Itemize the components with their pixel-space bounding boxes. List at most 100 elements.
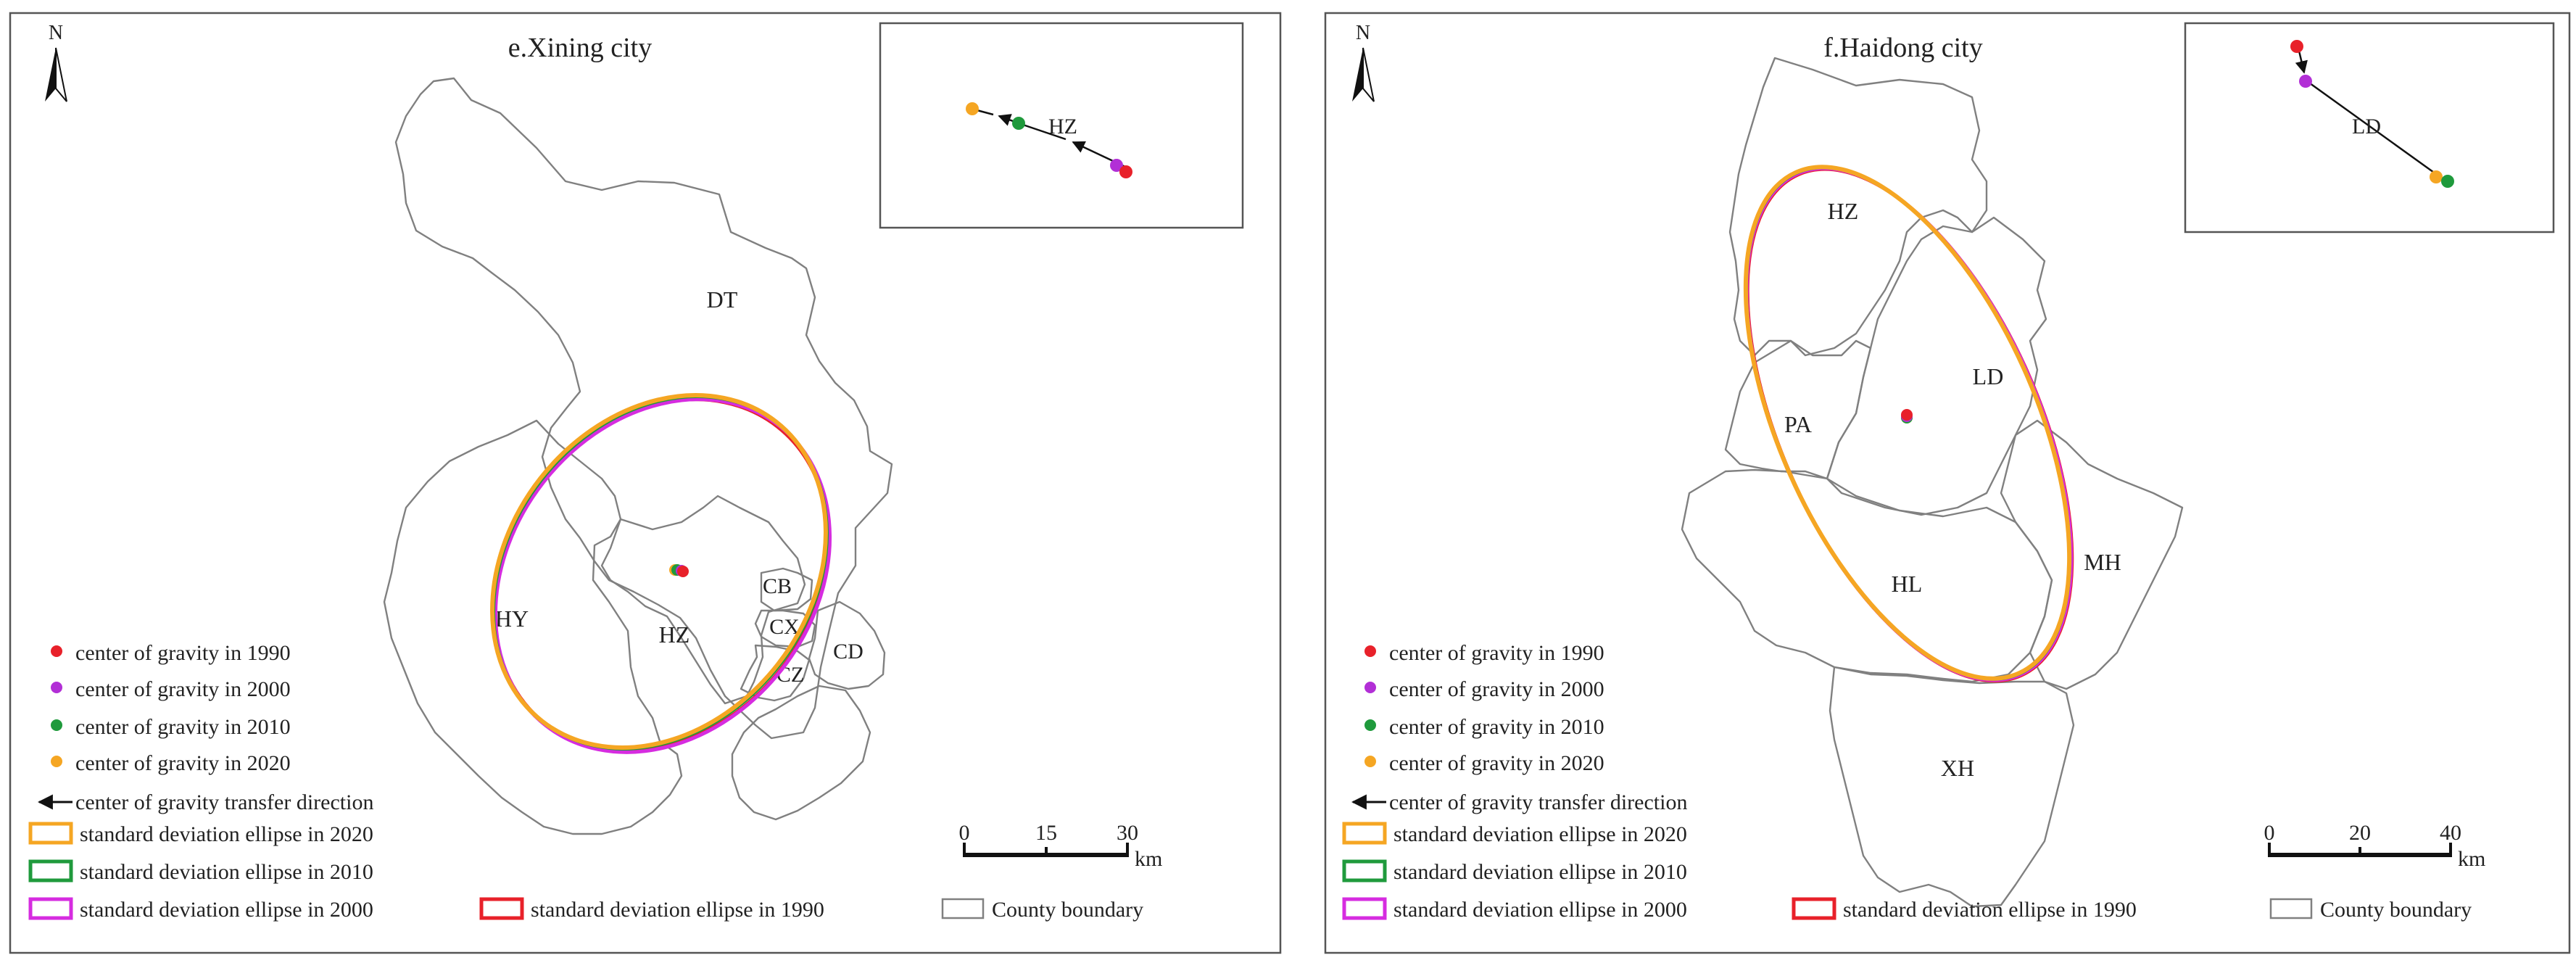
legend-label-e1990: standard deviation ellipse in 1990 xyxy=(1843,898,2137,922)
legend-dot-2010 xyxy=(1364,719,1376,731)
legend-dot-2010 xyxy=(51,719,62,731)
legend-swatch-e2010 xyxy=(28,859,73,883)
gravity-centers xyxy=(1901,409,1913,423)
legend-label-g1990: center of gravity in 1990 xyxy=(75,641,291,665)
scale-tick-1: 20 xyxy=(2349,821,2371,845)
legend-swatch-e2010 xyxy=(1342,859,1387,883)
north-arrow-icon: N xyxy=(1352,22,1375,102)
legend-label-county: County boundary xyxy=(992,898,1143,922)
legend-label-transfer: center of gravity transfer direction xyxy=(75,790,373,814)
county-MH xyxy=(2000,419,2184,690)
county-labels: DT HY HZ CB CX CZ CD xyxy=(495,286,864,687)
scale-tick-0: 0 xyxy=(2264,821,2275,845)
legend: center of gravity in 1990 center of grav… xyxy=(1342,641,2472,922)
county-DT xyxy=(394,77,893,740)
legend-label-g1990: center of gravity in 1990 xyxy=(1389,641,1604,665)
legend-dot-2000 xyxy=(1364,682,1376,693)
inset-center-1990 xyxy=(1119,165,1132,178)
legend-swatch-e1990 xyxy=(1792,897,1836,920)
inset-center-2010 xyxy=(2441,175,2454,188)
sde-ellipses xyxy=(1743,165,2074,683)
inset-map: HZ xyxy=(879,22,1244,229)
inset-center-2020 xyxy=(2430,170,2443,183)
legend-label-e2020: standard deviation ellipse in 2020 xyxy=(1393,822,1687,846)
county-label-HZ: HZ xyxy=(659,621,690,648)
legend-label-e2000: standard deviation ellipse in 2000 xyxy=(80,898,373,922)
panel-title: e.Xining city xyxy=(508,33,652,63)
legend-dot-1990 xyxy=(51,645,62,657)
scale-bar: 0 15 30 km xyxy=(959,821,1163,871)
legend-dot-2000 xyxy=(51,682,62,693)
svg-text:N: N xyxy=(1356,22,1370,44)
scale-bar: 0 20 40 km xyxy=(2264,821,2486,871)
county-CB xyxy=(760,567,813,612)
scale-tick-1: 15 xyxy=(1035,821,1057,845)
ellipse-2020 xyxy=(1743,165,2072,681)
legend-label-e2020: standard deviation ellipse in 2020 xyxy=(80,822,373,846)
legend-swatch-county xyxy=(2269,898,2313,919)
county-CD xyxy=(808,600,886,690)
county-label-CD: CD xyxy=(833,640,864,664)
legend-swatch-e2020 xyxy=(1342,822,1387,845)
inset-center-1990 xyxy=(2290,40,2303,53)
county-label-CB: CB xyxy=(763,574,792,598)
legend-swatch-e2020 xyxy=(28,822,73,845)
gravity-center-1990 xyxy=(1901,409,1913,421)
panel-xining: e.Xining city N DT xyxy=(9,12,1282,954)
sde-ellipses xyxy=(490,393,832,754)
county-CX xyxy=(754,609,816,648)
county-label-HZ: HZ xyxy=(1828,198,1859,224)
county-label-HL: HL xyxy=(1892,571,1923,597)
legend-label-transfer: center of gravity transfer direction xyxy=(1389,790,1687,814)
panel-title: f.Haidong city xyxy=(1823,33,1983,63)
inset-center-2000 xyxy=(1110,159,1123,172)
county-label-XH: XH xyxy=(1941,755,1974,781)
panel-haidong: f.Haidong city N HZ LD PA HL MH XH xyxy=(1324,12,2571,954)
legend-label-g2010: center of gravity in 2010 xyxy=(75,715,291,739)
legend-label-g2010: center of gravity in 2010 xyxy=(1389,715,1604,739)
scale-tick-2: 40 xyxy=(2440,821,2461,845)
north-arrow-icon: N xyxy=(45,22,67,102)
inset-center-2010 xyxy=(1012,117,1025,130)
gravity-center-1990 xyxy=(677,566,689,577)
scale-unit: km xyxy=(1135,847,1162,871)
legend-label-g2000: center of gravity in 2000 xyxy=(1389,677,1604,701)
legend-dot-1990 xyxy=(1364,645,1376,657)
county-label-MH: MH xyxy=(2084,549,2121,575)
scale-unit: km xyxy=(2458,847,2485,871)
gravity-centers xyxy=(669,564,689,577)
scale-tick-0: 0 xyxy=(959,821,970,845)
legend-label-g2000: center of gravity in 2000 xyxy=(75,677,291,701)
inset-frame xyxy=(879,22,1244,229)
legend-label-county: County boundary xyxy=(2320,898,2472,922)
legend-label-e2000: standard deviation ellipse in 2000 xyxy=(1393,898,1687,922)
county-HZ-east xyxy=(731,685,871,821)
svg-text:N: N xyxy=(49,22,63,44)
county-HY xyxy=(383,419,683,835)
legend-label-g2020: center of gravity in 2020 xyxy=(75,751,291,775)
legend-swatch-e2000 xyxy=(1342,897,1387,920)
county-HZ xyxy=(1728,57,1988,357)
inset-center-2000 xyxy=(2299,75,2312,88)
county-boundaries xyxy=(383,77,893,835)
legend: center of gravity in 1990 center of grav… xyxy=(28,641,1143,922)
scale-tick-2: 30 xyxy=(1117,821,1138,845)
county-label-LD: LD xyxy=(1973,363,2004,389)
legend-label-e2010: standard deviation ellipse in 2010 xyxy=(80,860,373,884)
county-label-DT: DT xyxy=(707,286,738,313)
county-label-HY: HY xyxy=(495,606,529,632)
county-labels: HZ LD PA HL MH XH xyxy=(1784,198,2121,781)
legend-dot-2020 xyxy=(1364,756,1376,767)
legend-label-e2010: standard deviation ellipse in 2010 xyxy=(1393,860,1687,884)
inset-map: LD xyxy=(2184,22,2555,233)
county-label-CX: CX xyxy=(769,615,800,639)
legend-dot-2020 xyxy=(51,756,62,767)
county-PA xyxy=(1724,339,1872,480)
inset-center-2020 xyxy=(966,102,979,115)
legend-swatch-e2000 xyxy=(28,897,73,920)
county-HZ xyxy=(600,495,806,705)
legend-swatch-e1990 xyxy=(479,897,524,920)
county-HL xyxy=(1681,468,2053,683)
inset-label: HZ xyxy=(1048,115,1077,139)
